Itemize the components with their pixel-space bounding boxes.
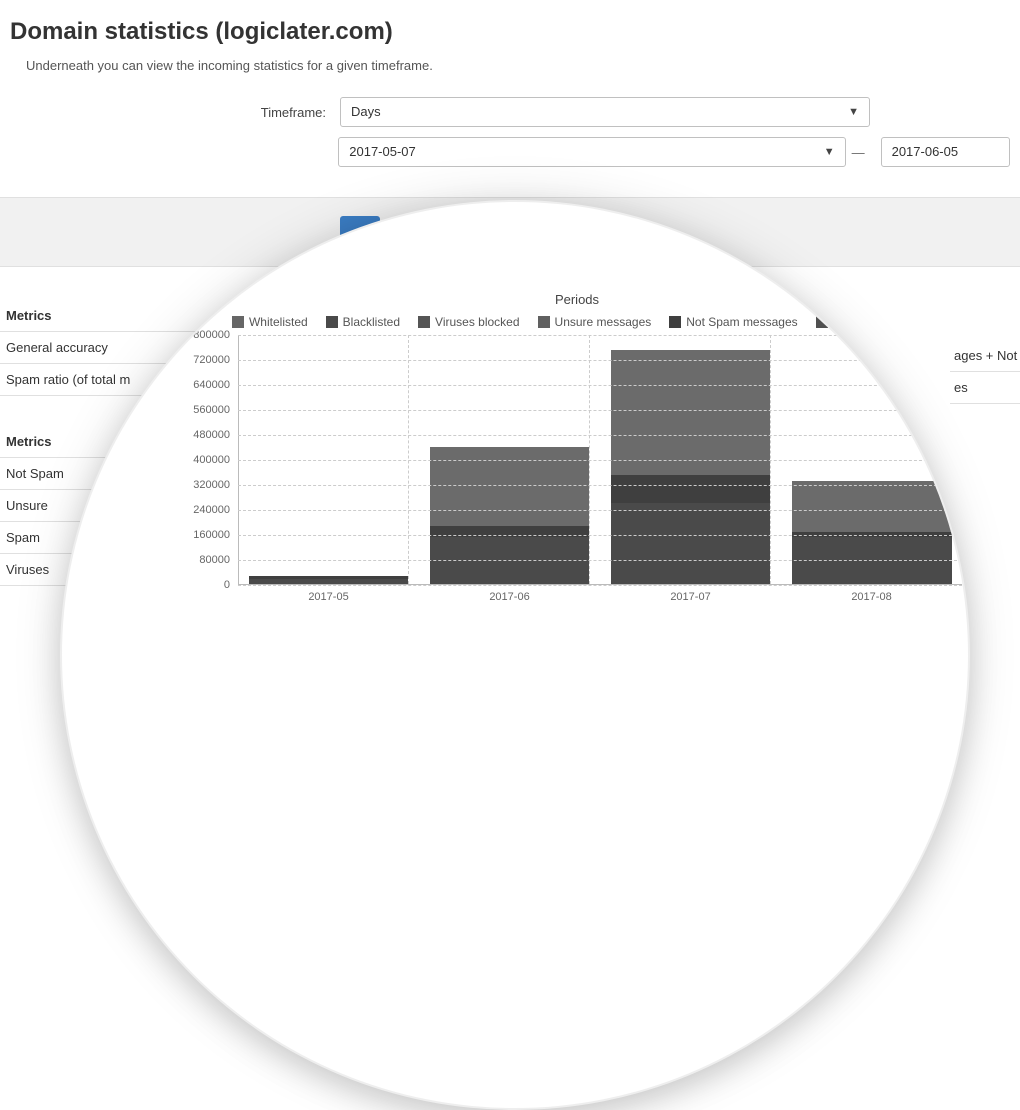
- gridline: [238, 560, 962, 561]
- date-end-value: 2017-06-05: [892, 144, 959, 159]
- gridline: [238, 535, 962, 536]
- chevron-down-icon: ▼: [848, 98, 859, 126]
- legend-swatch: [418, 316, 430, 328]
- gridline: [238, 410, 962, 411]
- x-tick-label: 2017-08: [851, 591, 891, 603]
- chart-legend: Whitelisted Blacklisted Viruses blocked Uns…: [182, 315, 970, 329]
- legend-swatch: [538, 316, 550, 328]
- gridline: [238, 585, 962, 586]
- legend-label: Whitelisted: [249, 315, 308, 329]
- y-tick-label: 80000: [199, 554, 230, 566]
- y-tick-label: 160000: [193, 529, 230, 541]
- gridline: [238, 435, 962, 436]
- gridline: [238, 485, 962, 486]
- bar-segment: [611, 475, 770, 503]
- legend-item[interactable]: Viruses blocked: [418, 315, 520, 329]
- legend-item[interactable]: Blacklisted: [326, 315, 400, 329]
- x-tick-label: 2017-06: [489, 591, 529, 603]
- magnifier-lens: Periods Whitelisted Blacklisted Viruses bl…: [60, 200, 970, 1110]
- y-tick-label: 640000: [193, 379, 230, 391]
- y-tick-label: 0: [224, 579, 230, 591]
- x-tick-label: 2017-05: [308, 591, 348, 603]
- bar-segment: [792, 481, 952, 533]
- legend-swatch: [816, 316, 828, 328]
- bar-segment: [430, 447, 589, 527]
- date-start-select[interactable]: 2017-05-07 ▼: [338, 137, 845, 167]
- y-tick-label: 240000: [193, 504, 230, 516]
- date-start-value: 2017-05-07: [349, 138, 416, 166]
- y-tick-label: 320000: [193, 479, 230, 491]
- page-subtitle: Underneath you can view the incoming sta…: [26, 58, 1010, 73]
- x-tick-label: 2017-07: [670, 591, 710, 603]
- legend-item[interactable]: Spam messages: [816, 315, 922, 329]
- legend-item[interactable]: Unsure messages: [538, 315, 652, 329]
- y-tick-label: 800000: [193, 329, 230, 341]
- chart-plot: 0800001600002400003200004000004800005600…: [238, 335, 962, 585]
- chart-title: Periods: [182, 292, 970, 307]
- gridline: [238, 385, 962, 386]
- legend-item[interactable]: Not Spam messages: [669, 315, 797, 329]
- date-separator: —: [852, 145, 865, 160]
- legend-label: Unsure messages: [555, 315, 652, 329]
- y-tick-label: 480000: [193, 429, 230, 441]
- timeframe-value: Days: [351, 98, 381, 126]
- y-tick-label: 720000: [193, 354, 230, 366]
- legend-label: Blacklisted: [343, 315, 400, 329]
- y-tick-label: 560000: [193, 404, 230, 416]
- legend-label: Not Spam messages: [686, 315, 797, 329]
- legend-item[interactable]: Whitelisted: [232, 315, 308, 329]
- x-axis-labels: 2017-05 2017-06 2017-07 2017-08: [238, 591, 962, 603]
- gridline: [238, 510, 962, 511]
- bar-segment: [611, 350, 770, 475]
- legend-swatch: [326, 316, 338, 328]
- gridline: [238, 460, 962, 461]
- bar-segment: [249, 579, 408, 584]
- timeframe-select[interactable]: Days ▼: [340, 97, 870, 127]
- metrics-heading: Metrics: [0, 300, 200, 332]
- timeframe-label: Timeframe:: [10, 105, 340, 120]
- date-end-input[interactable]: 2017-06-05: [881, 137, 1010, 167]
- gridline: [238, 335, 962, 336]
- page-title: Domain statistics (logiclater.com): [10, 18, 1010, 46]
- y-tick-label: 400000: [193, 454, 230, 466]
- legend-label: Spam messages: [833, 315, 922, 329]
- gridline: [238, 360, 962, 361]
- legend-swatch: [232, 316, 244, 328]
- bar-segment: [611, 503, 770, 584]
- chevron-down-icon: ▼: [824, 138, 835, 166]
- legend-label: Viruses blocked: [435, 315, 520, 329]
- legend-swatch: [669, 316, 681, 328]
